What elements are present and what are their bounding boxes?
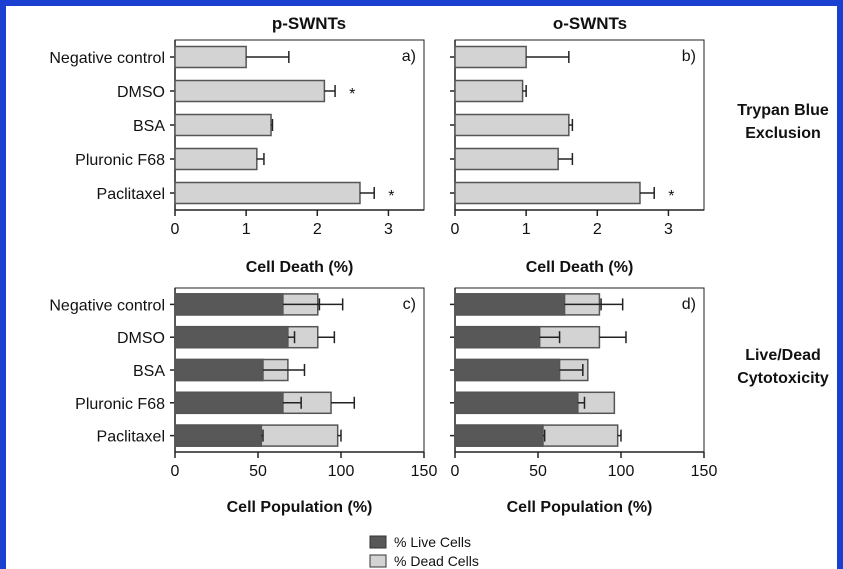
panel-c-category-label-3: Pluronic F68 — [75, 396, 165, 413]
panel-c-category-label-2: BSA — [133, 363, 165, 380]
panel-d-xtick-label-3: 150 — [691, 463, 718, 480]
panel-c-letter: c) — [403, 296, 416, 313]
panel-a-significance-4: * — [388, 188, 394, 205]
panel-c-bar-live-3 — [174, 391, 284, 415]
panel-d-bar-live-0 — [454, 293, 566, 316]
panel-a-category-label-4: Paclitaxel — [97, 186, 165, 203]
panel-a-xtick-label-2: 2 — [313, 221, 322, 238]
panel-c-xtick-label-3: 150 — [411, 463, 438, 480]
panel-d-bar-live-3 — [454, 391, 579, 415]
panel-b-bar-value-4 — [454, 181, 641, 205]
panel-a-bar-value-1 — [174, 79, 326, 103]
column-title-p-swnts: p-SWNTs — [272, 14, 346, 33]
panel-b-bar-value-1 — [454, 79, 524, 103]
panel-a-letter: a) — [402, 48, 416, 65]
panel-c-xtick-label-2: 100 — [328, 463, 355, 480]
panel-a-category-label-2: BSA — [133, 118, 165, 135]
panel-a-bar-value-3 — [174, 147, 258, 171]
panel-d-bar-live-1 — [454, 325, 541, 349]
panel-b-bar-value-0 — [454, 45, 527, 69]
panel-b-xlabel: Cell Death (%) — [526, 259, 634, 276]
panel-a-bar-value-0 — [174, 45, 247, 69]
panel-c-xtick-label-1: 50 — [249, 463, 267, 480]
panel-b-xtick-label-0: 0 — [451, 221, 460, 238]
legend-label-dead: % Dead Cells — [394, 553, 479, 569]
panel-b-letter: b) — [682, 48, 696, 65]
panel-d-bar-live-4 — [454, 424, 544, 447]
panel-b-xtick-label-2: 2 — [593, 221, 602, 238]
panel-b-xtick-label-1: 1 — [522, 221, 531, 238]
panel-a-category-label-0: Negative control — [49, 50, 165, 67]
panel-c-bar-live-2 — [174, 358, 264, 382]
panel-b-xtick-label-3: 3 — [664, 221, 673, 238]
panel-a-xtick-label-0: 0 — [171, 221, 180, 238]
panel-d-letter: d) — [682, 296, 696, 313]
row-title-bottom-line1: Live/Dead — [745, 347, 821, 364]
panel-a-significance-1: * — [349, 86, 355, 103]
panel-c-category-label-4: Paclitaxel — [97, 429, 165, 446]
panel-d-xtick-label-2: 100 — [608, 463, 635, 480]
panel-a-xtick-label-1: 1 — [242, 221, 251, 238]
panel-c-xlabel: Cell Population (%) — [227, 499, 373, 516]
panel-a-category-label-1: DMSO — [117, 84, 165, 101]
column-title-o-swnts: o-SWNTs — [553, 14, 627, 33]
legend-label-live: % Live Cells — [394, 534, 471, 550]
panel-a-xtick-label-3: 3 — [384, 221, 393, 238]
panel-a-bar-value-4 — [174, 181, 361, 205]
legend: % Live Cells % Dead Cells — [369, 534, 479, 569]
legend-swatch-dead — [369, 554, 387, 568]
panel-c-bar-live-1 — [174, 325, 289, 349]
panel-a-xlabel: Cell Death (%) — [246, 259, 354, 276]
legend-swatch-live — [369, 535, 387, 549]
panel-a-category-label-3: Pluronic F68 — [75, 152, 165, 169]
row-title-bottom-line2: Cytotoxicity — [737, 370, 829, 387]
panel-d-xtick-label-1: 50 — [529, 463, 547, 480]
panel-b-bar-value-3 — [454, 147, 559, 171]
row-title-top-line2: Exclusion — [745, 125, 821, 142]
panel-d-bar-live-2 — [454, 358, 561, 382]
panel-a-bar-value-2 — [174, 113, 272, 137]
panel-d-xlabel: Cell Population (%) — [507, 499, 653, 516]
panel-c-bar-live-4 — [174, 424, 263, 447]
panel-c-category-label-1: DMSO — [117, 330, 165, 347]
row-title-top-line1: Trypan Blue — [737, 102, 829, 119]
panel-c-bar-live-0 — [174, 293, 284, 316]
panel-c-xtick-label-0: 0 — [171, 463, 180, 480]
panel-d-xtick-label-0: 0 — [451, 463, 460, 480]
panel-b-significance-4: * — [668, 188, 674, 205]
panel-b-bar-value-2 — [454, 113, 570, 137]
panel-c-category-label-0: Negative control — [49, 297, 165, 314]
